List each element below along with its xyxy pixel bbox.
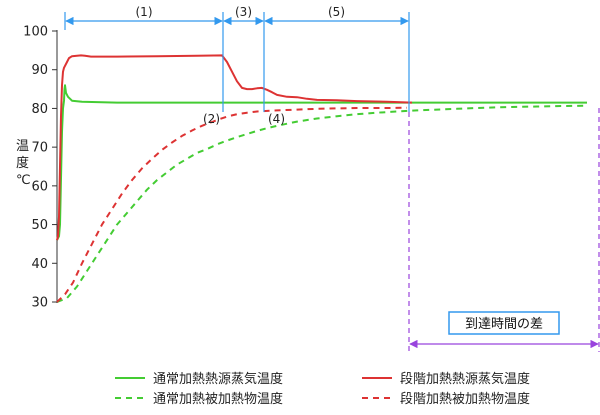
- reach-time-box: [448, 311, 560, 335]
- segment-label: (1): [136, 5, 153, 19]
- segment-label: (3): [235, 5, 252, 19]
- marker-label: (2): [203, 112, 220, 126]
- y-tick-label: 100: [23, 25, 48, 40]
- segment-label: (5): [328, 5, 345, 19]
- legend-label: 通常加熱被加熱物温度: [153, 391, 283, 407]
- series-line-3: [56, 54, 413, 241]
- y-axis-title: 温度℃: [16, 139, 31, 188]
- marker-label: (4): [268, 112, 285, 126]
- legend-label: 通常加熱熱源蒸気温度: [153, 371, 283, 387]
- y-tick-label: 70: [31, 141, 48, 156]
- series-line-4: [56, 106, 408, 303]
- series-line-2: [56, 104, 588, 303]
- y-tick-label: 30: [31, 296, 48, 311]
- reach-time-label: 到達時間の差: [465, 317, 543, 332]
- legend-label: 段階加熱熱源蒸気温度: [400, 371, 530, 387]
- y-tick-label: 40: [31, 257, 48, 272]
- y-tick-label: 50: [31, 218, 48, 233]
- y-tick-label: 80: [31, 102, 48, 117]
- y-axis: 30 40 50 60 70 80 90 100: [23, 25, 58, 311]
- y-tick-label: 60: [31, 179, 48, 194]
- reach-time-layer: 到達時間の差: [408, 108, 600, 352]
- y-axis-label: 温度℃: [16, 139, 31, 188]
- markers-layer: (1) (3) (5) (2) (4): [64, 5, 410, 126]
- y-tick-label: 90: [31, 63, 48, 78]
- series-line-1: [56, 84, 587, 241]
- series-layer: [56, 54, 588, 303]
- legend-label: 段階加熱被加熱物温度: [400, 391, 530, 407]
